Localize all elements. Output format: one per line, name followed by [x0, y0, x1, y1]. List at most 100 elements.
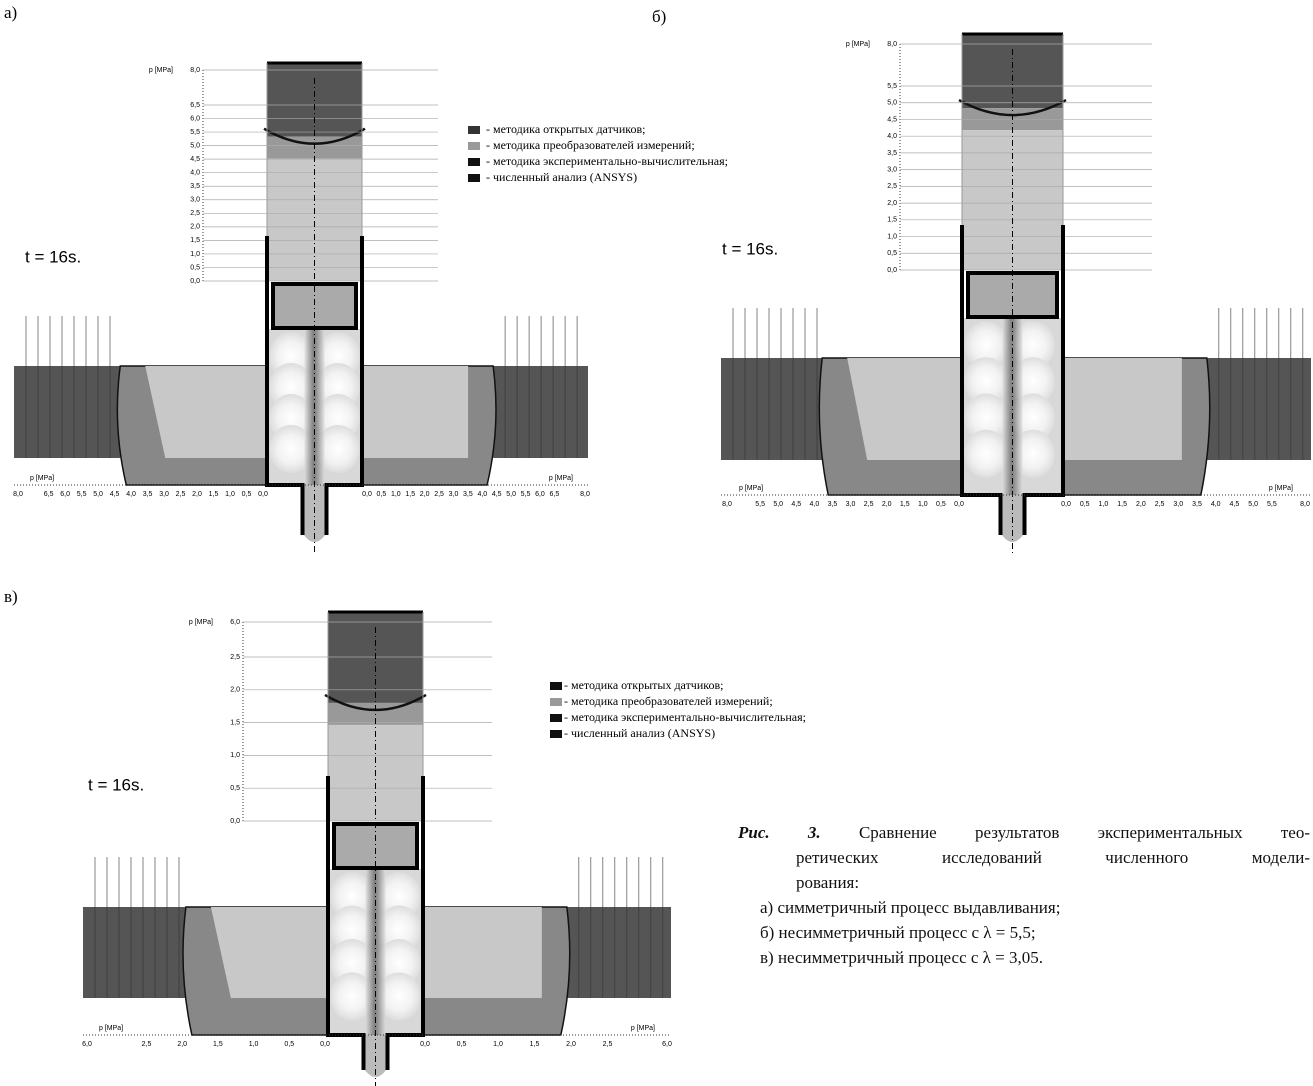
x-tick-label: 6,5	[550, 491, 560, 498]
y-tick-label: 5,5	[887, 83, 897, 90]
caption: Рис. 3. Сравнение результатов эксперимен…	[738, 820, 1310, 970]
x-tick-label: 5,0	[773, 501, 783, 508]
legend-label: - численный анализ (ANSYS)	[564, 726, 715, 740]
x-tick-label: 0,0	[320, 1041, 330, 1048]
y-tick-label: 1,0	[887, 233, 897, 240]
caption-text: Сравнение результатов экспериментальных …	[859, 823, 1310, 842]
x-tick-label: 1,0	[1099, 501, 1109, 508]
x-tick-label: 3,0	[449, 491, 459, 498]
legend-label: - методика преобразователей измерений;	[564, 694, 773, 708]
strip-dark	[14, 366, 120, 458]
strip-light	[425, 907, 542, 998]
legend-swatch	[550, 730, 562, 738]
x-tick-label: 3,0	[159, 491, 169, 498]
y-axis-label: p [MPa]	[189, 619, 213, 626]
y-tick-label: 5,0	[190, 142, 200, 149]
x-tick-label: 6,0	[60, 491, 70, 498]
y-tick-label: 1,0	[230, 752, 240, 759]
x-tick-label: 8,0	[1300, 501, 1310, 508]
x-tick-label: 0,5	[242, 491, 252, 498]
strip-light	[211, 907, 326, 998]
x-tick-label: 0,5	[284, 1041, 294, 1048]
x-tick-label: 2,0	[882, 501, 892, 508]
y-tick-label: 8,0	[887, 41, 897, 48]
x-tick-label: 1,5	[213, 1041, 223, 1048]
y-tick-label: 0,5	[190, 264, 200, 271]
y-tick-label: 0,5	[230, 785, 240, 792]
legend-label: - методика открытых датчиков;	[564, 678, 724, 692]
x-tick-label: 2,0	[177, 1041, 187, 1048]
y-tick-label: 3,5	[887, 150, 897, 157]
x-tick-label: 0,0	[1061, 501, 1071, 508]
y-tick-label: 0,5	[887, 250, 897, 257]
x-tick-label: 0,5	[457, 1041, 467, 1048]
y-tick-label: 4,0	[190, 170, 200, 177]
legend-swatch	[550, 698, 562, 706]
legend-swatch	[468, 142, 480, 150]
x-tick-label: 2,0	[566, 1041, 576, 1048]
x-tick-label: 4,0	[477, 491, 487, 498]
x-tick-label: 5,5	[521, 491, 531, 498]
x-tick-label: 0,0	[258, 491, 268, 498]
x-tick-label: 1,0	[249, 1041, 259, 1048]
legend-swatch	[468, 158, 480, 166]
x-tick-label: 0,0	[420, 1041, 430, 1048]
x-tick-label: 8,0	[13, 491, 23, 498]
y-tick-label: 6,0	[230, 619, 240, 626]
x-axis-label: p [MPa]	[549, 475, 573, 482]
x-tick-label: 0,0	[362, 491, 372, 498]
x-axis-label: p [MPa]	[739, 485, 763, 492]
x-tick-label: 1,0	[493, 1041, 503, 1048]
y-axis-label: p [MPa]	[846, 41, 870, 48]
x-tick-label: 1,5	[1117, 501, 1127, 508]
x-axis-label: p [MPa]	[99, 1025, 123, 1032]
y-tick-label: 5,0	[887, 100, 897, 107]
x-axis-label: p [MPa]	[1269, 485, 1293, 492]
x-tick-label: 2,5	[176, 491, 186, 498]
y-tick-label: 1,0	[190, 251, 200, 258]
y-tick-label: 4,0	[887, 133, 897, 140]
x-tick-label: 2,0	[1136, 501, 1146, 508]
x-tick-label: 3,0	[846, 501, 856, 508]
x-tick-label: 1,0	[225, 491, 235, 498]
caption-line: Рис. 3. Сравнение результатов эксперимен…	[738, 820, 1310, 845]
time-label: t = 16s.	[722, 239, 778, 258]
legend-label: - численный анализ (ANSYS)	[486, 170, 637, 184]
x-tick-label: 6,0	[662, 1041, 672, 1048]
caption-text: ретических исследований численного модел…	[738, 845, 1310, 870]
legend-swatch	[550, 714, 562, 722]
x-tick-label: 6,0	[535, 491, 545, 498]
x-tick-label: 5,5	[1267, 501, 1277, 508]
time-label: t = 16s.	[88, 775, 144, 794]
strip-dark	[1207, 358, 1311, 460]
x-tick-label: 3,0	[1173, 501, 1183, 508]
y-tick-label: 3,0	[887, 166, 897, 173]
x-tick-label: 4,0	[1211, 501, 1221, 508]
y-tick-label: 5,5	[190, 129, 200, 136]
caption-text: рования:	[738, 870, 1310, 895]
x-tick-label: 3,5	[1192, 501, 1202, 508]
x-tick-label: 6,5	[44, 491, 54, 498]
x-tick-label: 1,5	[900, 501, 910, 508]
y-tick-label: 8,0	[190, 67, 200, 74]
x-tick-label: 1,0	[391, 491, 401, 498]
legend-swatch	[468, 126, 480, 134]
x-tick-label: 2,0	[420, 491, 430, 498]
strip-light	[145, 366, 265, 458]
strip-dark	[721, 358, 822, 460]
x-tick-label: 3,5	[463, 491, 473, 498]
y-tick-label: 2,0	[230, 687, 240, 694]
y-tick-label: 1,5	[887, 217, 897, 224]
strip-light	[364, 366, 468, 458]
y-tick-label: 0,0	[887, 267, 897, 274]
y-tick-label: 4,5	[887, 116, 897, 123]
x-tick-label: 6,0	[82, 1041, 92, 1048]
legend-swatch	[550, 682, 562, 690]
y-tick-label: 6,0	[190, 115, 200, 122]
x-tick-label: 1,5	[209, 491, 219, 498]
x-tick-label: 2,5	[434, 491, 444, 498]
x-tick-label: 2,0	[192, 491, 202, 498]
x-tick-label: 2,5	[864, 501, 874, 508]
x-tick-label: 4,5	[110, 491, 120, 498]
x-tick-label: 5,5	[755, 501, 765, 508]
